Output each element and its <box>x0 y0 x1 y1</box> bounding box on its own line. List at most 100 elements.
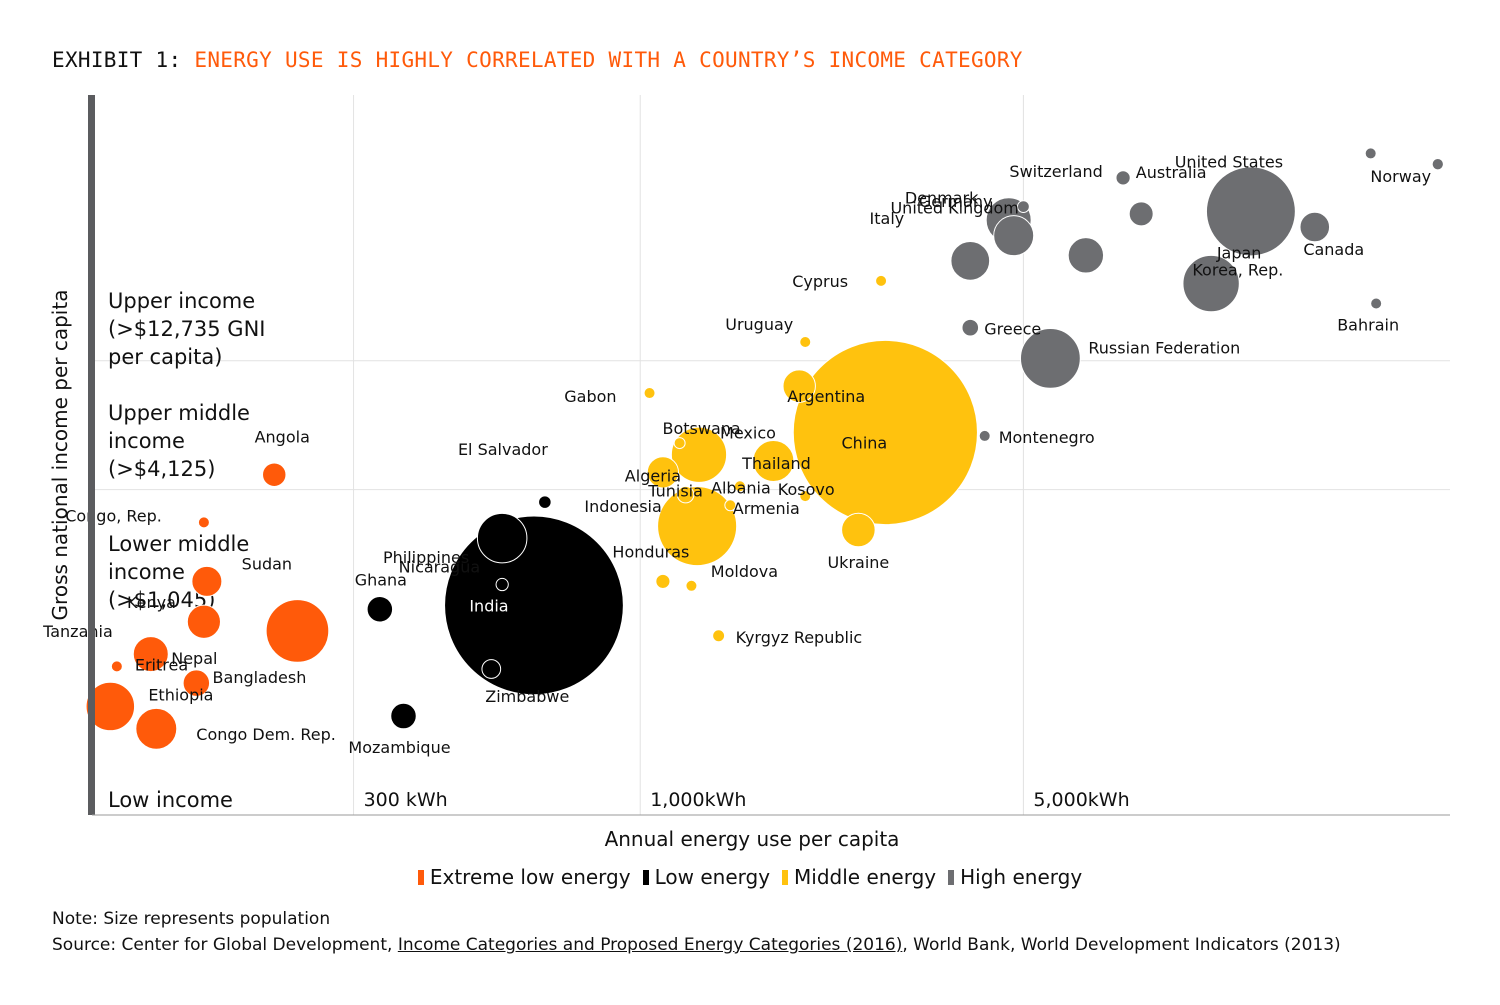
bubble-italy <box>950 240 991 281</box>
legend-label-2: Middle energy <box>794 865 937 889</box>
bubble-india <box>444 515 624 696</box>
bubble-philippines <box>476 512 528 564</box>
legend-item-1: Low energy <box>642 865 771 889</box>
legend-swatch-0 <box>417 870 424 885</box>
bubble-indonesia <box>657 486 738 567</box>
bubble-mozambique <box>390 702 417 730</box>
bubble-algeria <box>646 456 680 489</box>
legend-label-1: Low energy <box>654 865 771 889</box>
label-nicaragua: Nicaragua <box>399 558 481 577</box>
label-switzerland: Switzerland <box>1009 162 1102 181</box>
bubble-el-salvador <box>538 495 552 509</box>
x-tick-300: 300 kWh <box>364 789 448 811</box>
label-angola: Angola <box>255 428 310 447</box>
label-cyprus: Cyprus <box>792 272 848 291</box>
bubble-norway <box>1431 158 1444 171</box>
bubble-uruguay <box>799 336 812 349</box>
label-australia: Australia <box>1136 163 1207 182</box>
bubble-sudan <box>191 565 223 597</box>
bubble-ukraine <box>841 512 876 548</box>
label-philippines: Philippines <box>383 548 469 567</box>
bubble-kenya <box>186 604 221 639</box>
label-zimbabwe: Zimbabwe <box>485 687 569 706</box>
income-band-0: Upper income (>$12,735 GNI per capita) <box>108 289 265 369</box>
x-axis-label: Annual energy use per capita <box>605 827 900 851</box>
label-china: China <box>842 433 888 452</box>
chart-title: EXHIBIT 1: ENERGY USE IS HIGHLY CORRELAT… <box>52 48 1023 72</box>
bubble-greece <box>961 318 980 337</box>
label-norway: Norway <box>1370 167 1431 186</box>
bubble-denmark <box>1016 200 1030 214</box>
bubble-russian-federation <box>1019 327 1081 389</box>
label-india: India <box>469 596 508 615</box>
bubble-luxembourg <box>1364 147 1377 160</box>
legend-item-3: High energy <box>948 865 1082 889</box>
bubble-albania <box>733 480 746 493</box>
bubble-united-states <box>1205 166 1296 257</box>
legend-swatch-3 <box>948 870 955 885</box>
source-prefix: Source: Center for Global Development, <box>52 935 398 955</box>
label-honduras: Honduras <box>612 542 689 561</box>
income-band-3: Low income <box>108 788 233 812</box>
bubble-angola <box>262 462 287 487</box>
bubble-congo-rep <box>197 516 210 529</box>
label-canada: Canada <box>1303 240 1364 259</box>
bubble-congo-dem-rep <box>135 707 178 750</box>
legend: Extreme low energy Low energy Middle energ… <box>0 865 1500 889</box>
x-tick-labels: 300 kWh 1,000kWh 5,000kWh <box>364 789 1130 811</box>
bubble-ghana <box>366 596 394 623</box>
point-labels: China India United States Indonesia Banglade… <box>42 152 1431 757</box>
label-denmark: Denmark <box>905 189 979 208</box>
bubble-australia <box>1128 201 1154 227</box>
label-germany: Germany <box>919 192 993 211</box>
bubble-ethiopia <box>85 681 136 732</box>
label-sudan: Sudan <box>242 554 292 573</box>
bubble-tunisia <box>676 485 695 504</box>
label-mozambique: Mozambique <box>348 738 450 757</box>
bubble-armenia <box>724 499 737 512</box>
label-botswana: Botswana <box>663 419 741 438</box>
label-algeria: Algeria <box>625 466 681 485</box>
label-kosovo: Kosovo <box>778 480 835 499</box>
label-russian-federation: Russian Federation <box>1088 338 1240 357</box>
label-bahrain: Bahrain <box>1337 316 1399 335</box>
label-gabon: Gabon <box>564 387 616 406</box>
bubble-canada <box>1299 211 1331 243</box>
label-italy: Italy <box>870 209 905 228</box>
label-united-kingdom: United Kingdom <box>890 199 1018 218</box>
label-nepal: Nepal <box>171 649 217 668</box>
label-korea-rep: Korea, Rep. <box>1192 260 1283 279</box>
legend-label-3: High energy <box>960 865 1083 889</box>
label-thailand: Thailand <box>741 454 811 473</box>
label-montenegro: Montenegro <box>999 428 1095 447</box>
label-united-states: United States <box>1175 152 1283 171</box>
x-tick-1000: 1,000kWh <box>650 789 746 811</box>
bubble-bangladesh <box>265 599 330 663</box>
bubble-botswana <box>673 437 686 450</box>
y-axis-label: Gross national income per capita <box>48 290 72 621</box>
label-bangladesh: Bangladesh <box>213 668 307 687</box>
label-ukraine: Ukraine <box>827 553 889 572</box>
bubble-zimbabwe <box>481 659 502 679</box>
bubble-cyprus <box>875 274 888 287</box>
label-mexico: Mexico <box>720 424 776 443</box>
bubble-moldova <box>685 579 698 592</box>
bubble-korea-rep <box>1067 237 1105 274</box>
source-link[interactable]: Income Categories and Proposed Energy Ca… <box>397 935 903 955</box>
label-japan: Japan <box>1216 244 1262 263</box>
bubble-chart: Upper income (>$12,735 GNI per capita) Uppe… <box>42 95 1450 851</box>
bubble-kosovo <box>799 490 812 503</box>
label-ethiopia: Ethiopia <box>148 685 213 704</box>
source-suffix: , World Bank, World Development Indicato… <box>902 935 1341 955</box>
source-line: Source: Center for Global Development, I… <box>52 932 1341 958</box>
label-congo-dem-rep: Congo Dem. Rep. <box>196 725 336 744</box>
bubble-montenegro <box>978 429 991 442</box>
bubble-nepal <box>182 669 211 697</box>
legend-swatch-1 <box>642 870 649 885</box>
title-main: ENERGY USE IS HIGHLY CORRELATED WITH A C… <box>194 48 1023 72</box>
label-moldova: Moldova <box>711 562 778 581</box>
label-tunisia: Tunisia <box>647 482 703 501</box>
bubble-china <box>792 339 978 526</box>
label-tanzania: Tanzania <box>42 622 113 641</box>
bubble-tanzania <box>132 636 169 673</box>
